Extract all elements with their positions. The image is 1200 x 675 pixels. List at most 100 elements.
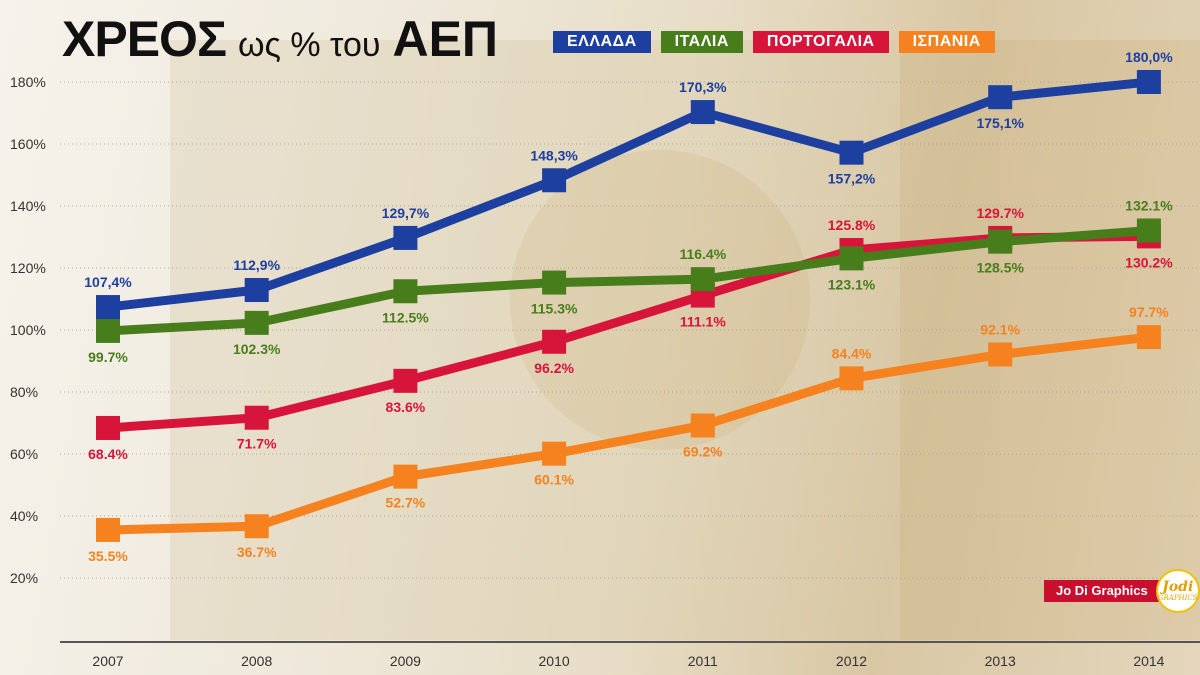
data-point-italy [542,270,567,295]
data-point-spain [690,413,715,438]
data-point-italy [1136,218,1161,243]
data-label-italy: 132.1% [1125,197,1173,213]
note-shade [510,150,810,450]
data-point-greece [988,85,1013,110]
data-point-italy [393,279,418,304]
series-line-spain [103,332,1154,535]
chart-title: ΧΡΕΟΣ ως % του ΑΕΠ [62,10,498,70]
data-label-greece: 107,4% [84,274,132,290]
note-body [170,40,1000,640]
data-label-italy: 128.5% [976,260,1024,276]
x-tick-label: 2008 [241,653,272,669]
legend-portugal: ΠΟΡΤΟΓΑΛΙΑ [752,31,889,53]
data-label-greece: 175,1% [976,115,1024,131]
data-label-portugal: 68.4% [88,446,128,462]
data-label-italy: 99.7% [88,349,128,365]
data-label-spain: 36.7% [237,544,277,560]
data-point-spain [839,366,864,391]
y-tick-label: 60% [10,446,38,462]
y-tick-label: 20% [10,570,38,586]
data-label-spain: 92.1% [980,321,1020,337]
data-point-italy [690,267,715,292]
x-tick-label: 2011 [688,653,718,669]
logo-text-top: Jodi [1162,578,1194,595]
legend-greece: ΕΛΛΑΔΑ [553,31,651,53]
data-point-greece [393,225,418,250]
brand-badge: Jo Di Graphics Jodi GRAPHICS [1044,569,1200,613]
x-tick-label: 2014 [1133,653,1164,669]
data-point-portugal [542,329,567,354]
legend-spain: ΙΣΠΑΝΙΑ [898,31,995,53]
data-point-spain [244,514,269,539]
title-middle: ως % του [237,26,381,64]
brand-logo: Jodi GRAPHICS [1155,569,1200,613]
data-point-italy [839,246,864,271]
data-point-italy [244,310,269,335]
data-label-portugal: 111.1% [680,314,726,330]
x-tick-label: 2009 [390,653,421,669]
gridlines [60,81,1200,579]
series-line-italy [103,225,1154,336]
data-point-greece [839,140,864,165]
data-label-spain: 69.2% [683,443,723,459]
data-label-portugal: 71.7% [237,436,277,452]
data-label-greece: 129,7% [382,205,430,221]
title-end: ΑΕΠ [392,11,499,67]
series-group [96,70,1161,542]
data-label-italy: 102.3% [233,341,281,357]
data-point-greece [96,295,120,320]
series-line-greece [103,77,1154,312]
y-tick-label: 120% [10,260,46,276]
data-label-spain: 52.7% [386,495,426,511]
data-point-spain [988,342,1013,367]
y-tick-label: 80% [10,384,38,400]
data-label-portugal: 83.6% [386,399,426,415]
data-label-spain: 84.4% [832,345,872,361]
x-tick-label: 2013 [985,653,1016,669]
data-point-portugal [96,415,120,440]
data-point-italy [96,318,120,343]
data-label-greece: 180,0% [1125,49,1173,65]
x-tick-label: 2007 [92,653,123,669]
data-label-greece: 157,2% [828,171,876,187]
data-label-greece: 170,3% [679,79,727,95]
data-point-spain [393,464,418,489]
y-tick-label: 140% [10,198,46,214]
data-label-spain: 97.7% [1129,304,1169,320]
data-point-spain [96,517,120,542]
y-tick-label: 40% [10,508,38,524]
y-tick-label: 160% [10,136,46,152]
data-label-portugal: 125.8% [828,217,876,233]
data-label-spain: 35.5% [88,548,128,564]
data-label-italy: 115.3% [531,301,578,317]
y-tick-label: 100% [10,322,46,338]
data-point-spain [542,441,567,466]
data-point-portugal [244,405,269,430]
legend: ΕΛΛΑΔΑ ΙΤΑΛΙΑ ΠΟΡΤΟΓΑΛΙΑ ΙΣΠΑΝΙΑ [553,31,995,53]
title-main: ΧΡΕΟΣ [62,11,227,67]
data-label-italy: 112.5% [382,309,429,325]
data-point-greece [542,168,567,193]
x-tick-label: 2010 [539,653,570,669]
data-labels: 107,4% 112,9% 129,7% 148,3% 170,3% 157,2% 175,… [84,49,1173,564]
data-label-italy: 116.4% [679,246,726,262]
data-label-portugal: 129.7% [976,205,1024,221]
x-axis-ticks: 2007 2008 2009 2010 2011 2012 2013 2014 [92,653,1164,669]
data-point-portugal [393,368,418,393]
y-tick-label: 180% [10,74,46,90]
x-tick-label: 2012 [836,653,867,669]
data-label-greece: 148,3% [530,147,578,163]
data-label-spain: 60.1% [534,472,574,488]
data-point-italy [988,229,1013,254]
data-point-greece [244,278,269,303]
data-label-italy: 123.1% [828,276,876,292]
logo-text-bottom: GRAPHICS [1157,593,1198,602]
data-label-portugal: 96.2% [534,360,574,376]
legend-italy: ΙΤΑΛΙΑ [660,31,743,53]
data-point-spain [1136,325,1161,350]
data-point-greece [1136,70,1161,94]
data-point-greece [690,100,715,125]
data-label-portugal: 130.2% [1125,254,1173,270]
